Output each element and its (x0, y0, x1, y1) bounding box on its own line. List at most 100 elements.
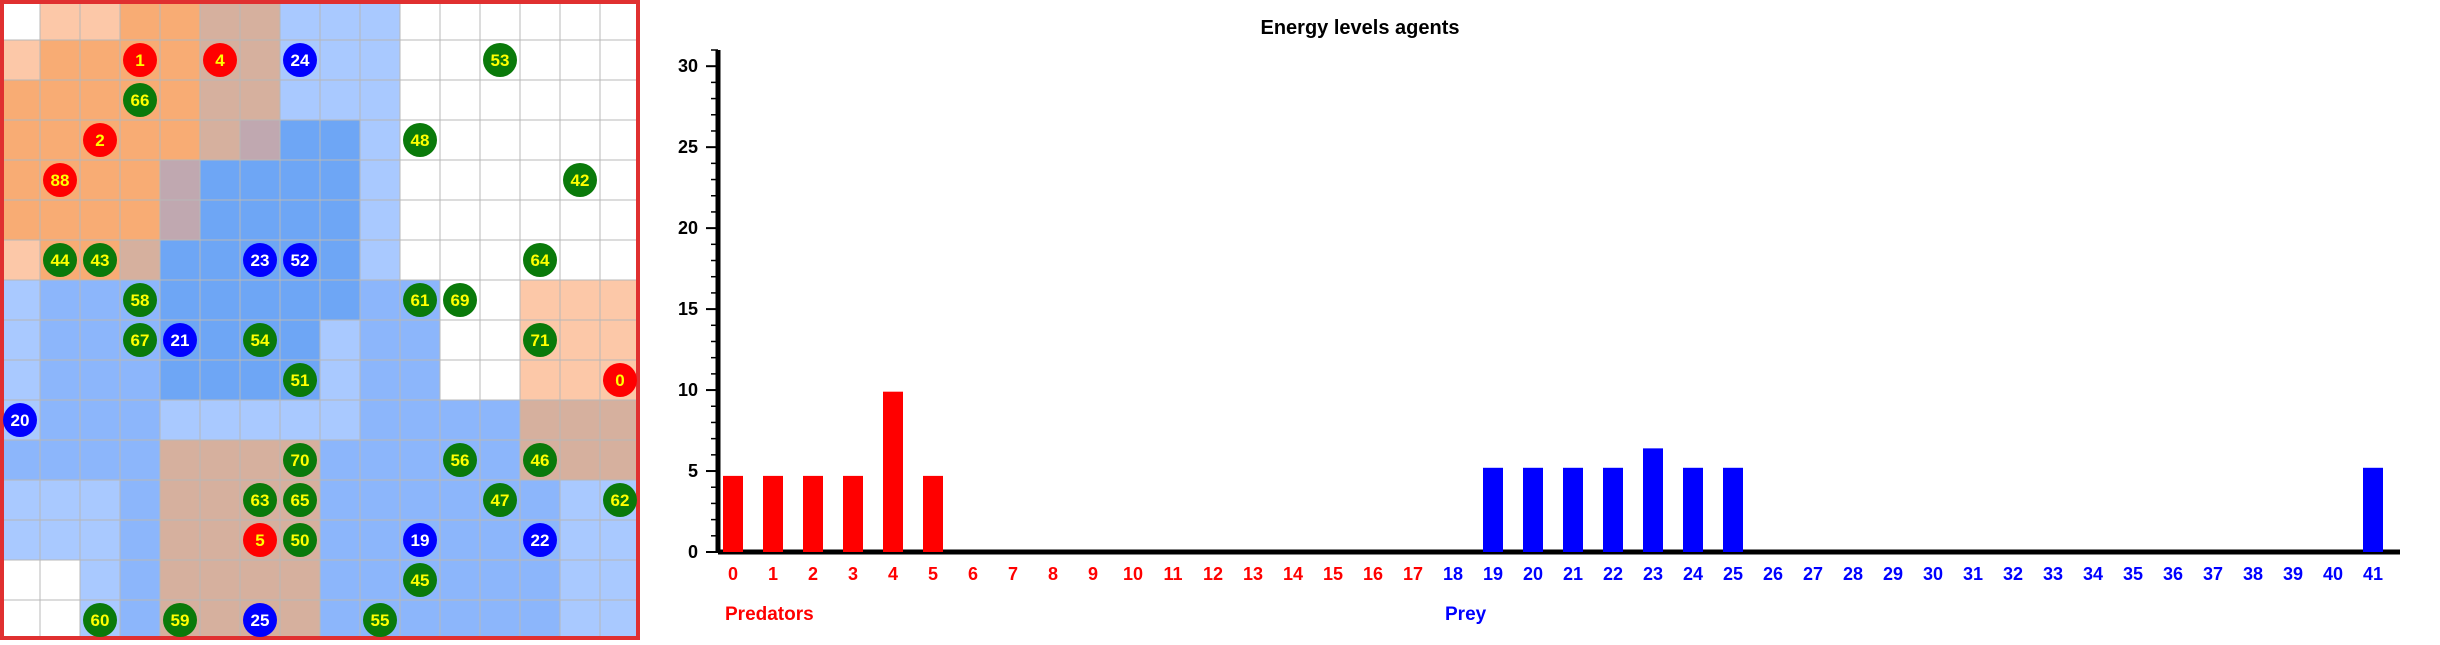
grid-cell (39, 199, 81, 241)
food-agent: 71 (523, 323, 557, 357)
food-agent-marker (443, 283, 477, 317)
y-tick-label: 5 (688, 461, 698, 481)
grid-cell (279, 79, 321, 121)
grid-cell (519, 399, 561, 441)
world-grid: 1 4 24 53 66 2 48 88 42 44 43 23 52 64 58 61 69 67 21 54 71 5… (0, 0, 641, 641)
grid-cell (479, 159, 521, 201)
agent-id-label: 0 (615, 371, 624, 390)
grid-cell (519, 159, 561, 201)
grid-cell (199, 239, 241, 281)
agent-id-label: 58 (131, 291, 150, 310)
x-tick-label: 35 (2123, 564, 2143, 584)
prey-energy-bar (1563, 467, 1583, 552)
energy-chart-panel: Energy levels agents 0 5 10 15 20 25 30 0 1 2 3 4 5 6… (660, 0, 2420, 640)
grid-cell (199, 359, 241, 401)
grid-cell (39, 479, 81, 521)
grid-cell (559, 599, 601, 641)
grid-cell (239, 0, 281, 41)
agent-id-label: 59 (171, 611, 190, 630)
grid-cell (359, 79, 401, 121)
grid-cell (159, 199, 201, 241)
grid-cell (359, 0, 401, 41)
grid-cell (159, 39, 201, 81)
x-tick-label: 34 (2083, 564, 2103, 584)
grid-cell (39, 39, 81, 81)
agent-id-label: 66 (131, 91, 150, 110)
grid-cell (119, 359, 161, 401)
food-agent-marker (283, 363, 317, 397)
grid-cell (479, 359, 521, 401)
y-tick-label: 10 (678, 380, 698, 400)
agent-id-label: 21 (171, 331, 190, 350)
grid-cell (359, 39, 401, 81)
agent-id-label: 42 (571, 171, 590, 190)
prey-energy-bar (1483, 467, 1503, 552)
x-tick-label: 15 (1323, 564, 1343, 584)
grid-cell (399, 319, 441, 361)
prey-agent: 21 (163, 323, 197, 357)
grid-cell (439, 119, 481, 161)
grid-cell (479, 399, 521, 441)
agent-id-label: 63 (251, 491, 270, 510)
food-agent: 66 (123, 83, 157, 117)
grid-cell (199, 0, 241, 41)
grid-cell (359, 279, 401, 321)
predator-agent-marker (603, 363, 637, 397)
grid-cell (279, 0, 321, 41)
grid-cell (359, 159, 401, 201)
y-tick-label: 0 (688, 542, 698, 562)
food-agent-marker (243, 323, 277, 357)
x-tick-label: 2 (808, 564, 818, 584)
grid-cell (319, 359, 361, 401)
grid-cell (599, 119, 641, 161)
x-tick-label: 37 (2203, 564, 2223, 584)
x-tick-label: 22 (1603, 564, 1623, 584)
agent-id-label: 53 (491, 51, 510, 70)
grid-cell (599, 0, 641, 41)
y-tick-label: 15 (678, 299, 698, 319)
grid-cell (319, 159, 361, 201)
grid-cell (359, 519, 401, 561)
grid-cell (159, 479, 201, 521)
food-agent: 54 (243, 323, 277, 357)
grid-cell (319, 119, 361, 161)
grid-cell (199, 599, 241, 641)
grid-cell (599, 399, 641, 441)
grid-cell (159, 279, 201, 321)
grid-cell (119, 159, 161, 201)
grid-cell (519, 359, 561, 401)
grid-cell (479, 239, 521, 281)
grid-cell (79, 439, 121, 481)
grid-cell (79, 479, 121, 521)
grid-cell (39, 119, 81, 161)
agent-id-label: 24 (291, 51, 310, 70)
grid-cell (39, 399, 81, 441)
grid-cell (399, 239, 441, 281)
food-agent: 48 (403, 123, 437, 157)
grid-cell (439, 599, 481, 641)
food-agent: 69 (443, 283, 477, 317)
grid-cell (479, 0, 521, 41)
x-tick-label: 16 (1363, 564, 1383, 584)
predator-energy-bar (843, 475, 863, 552)
grid-cell (199, 559, 241, 601)
grid-cell (199, 319, 241, 361)
grid-cell (439, 399, 481, 441)
agent-id-label: 56 (451, 451, 470, 470)
agent-id-label: 50 (291, 531, 310, 550)
grid-cell (0, 79, 41, 121)
grid-cell (399, 599, 441, 641)
prey-energy-bar (1603, 467, 1623, 552)
x-tick-label: 6 (968, 564, 978, 584)
grid-cell (279, 599, 321, 641)
grid-cell (39, 279, 81, 321)
predator-agent-marker (243, 523, 277, 557)
x-tick-label: 20 (1523, 564, 1543, 584)
prey-agent-marker (3, 403, 37, 437)
food-agent: 65 (283, 483, 317, 517)
grid-cell (119, 0, 161, 41)
prey-agent-marker (283, 243, 317, 277)
prey-energy-bar (1643, 448, 1663, 552)
grid-cell (0, 0, 41, 41)
grid-cell (279, 319, 321, 361)
